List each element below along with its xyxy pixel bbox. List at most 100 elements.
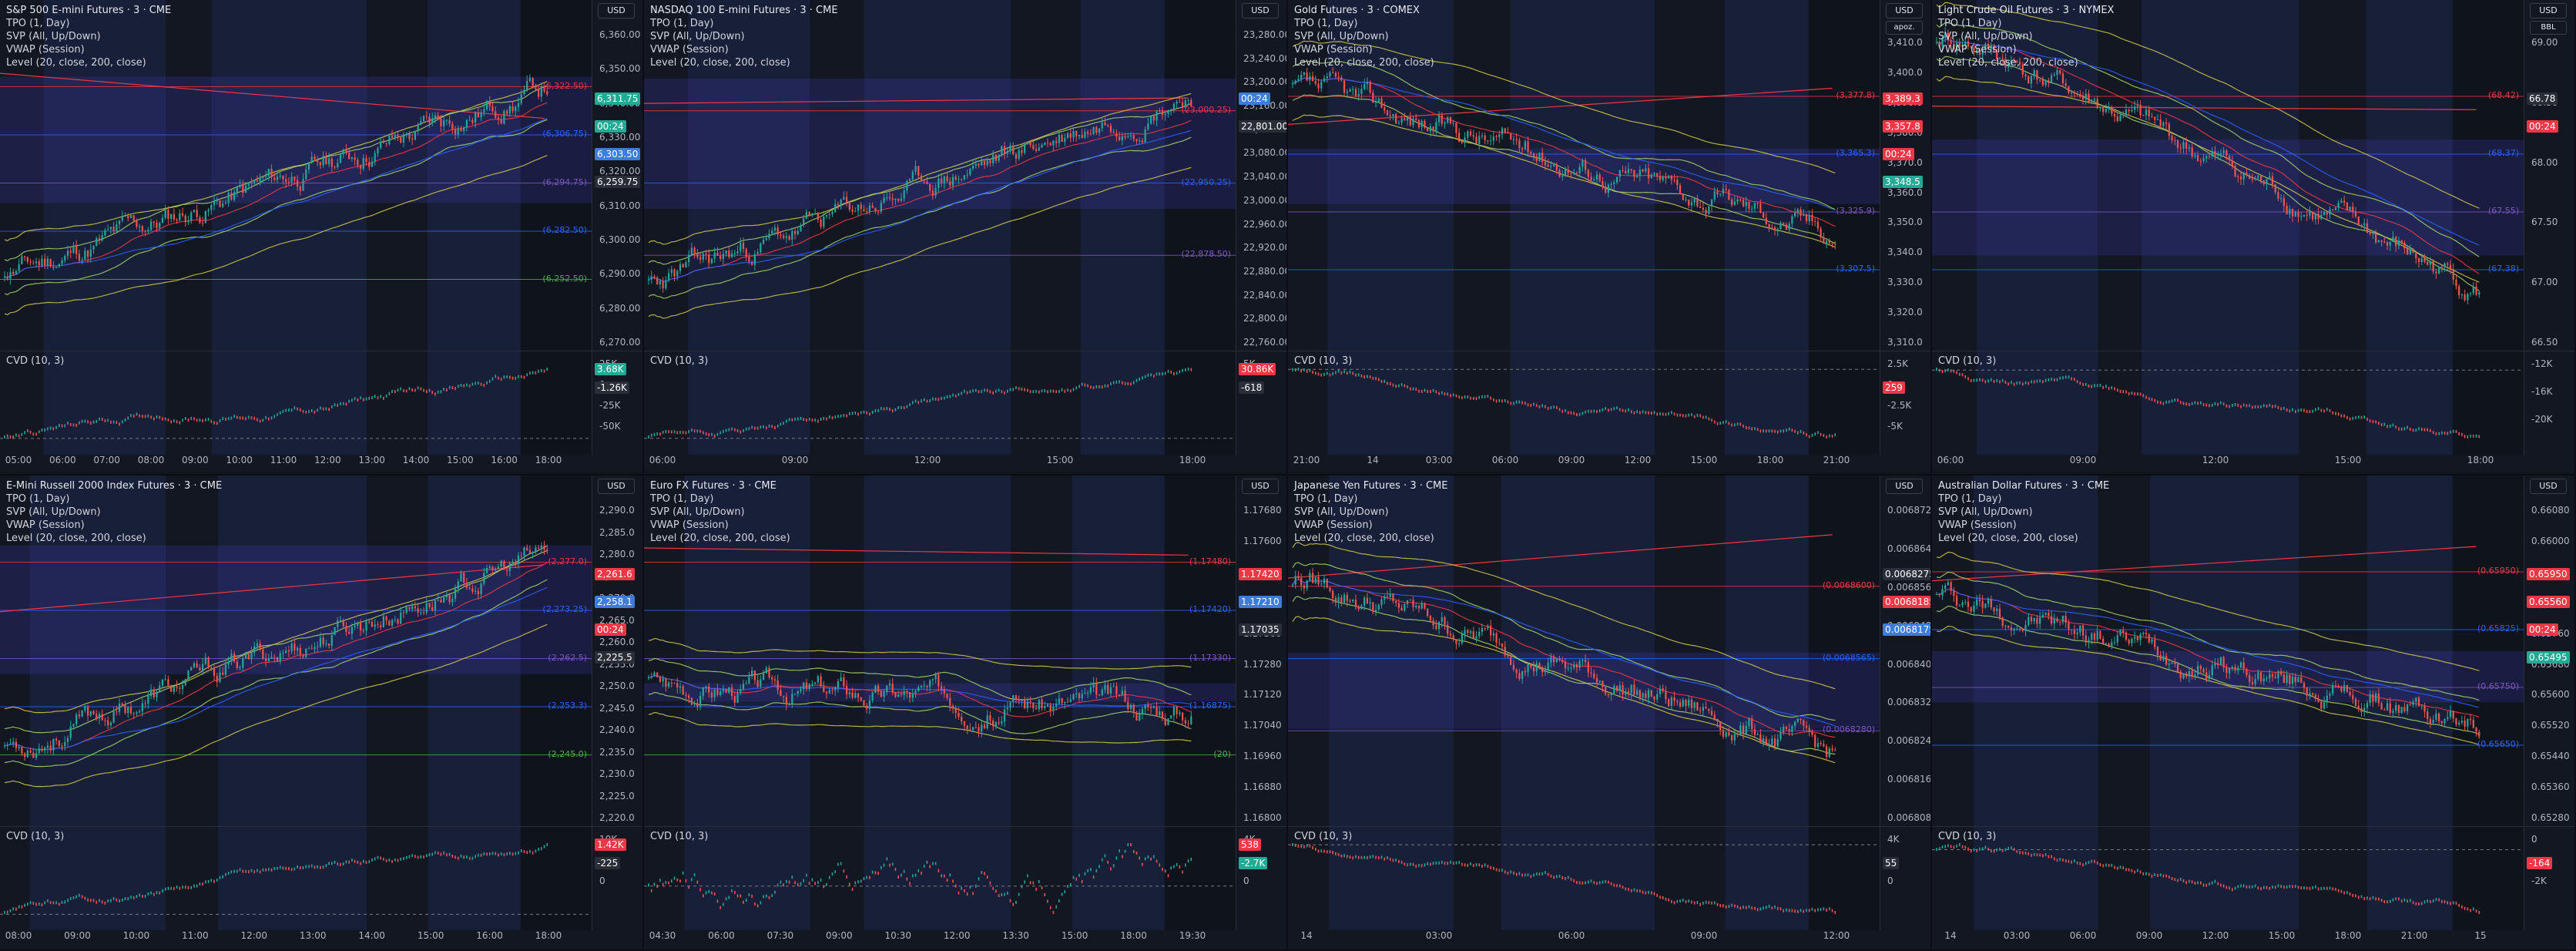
candle-body[interactable] (1541, 668, 1544, 673)
candle-body[interactable] (1668, 176, 1670, 179)
candle-body[interactable] (1630, 169, 1632, 170)
candle-body[interactable] (783, 235, 785, 238)
candle-body[interactable] (2159, 119, 2162, 126)
candle-body[interactable] (290, 176, 293, 183)
chart-panel[interactable]: (2,277.0) (2,273.25) (2,262.5) (2,253.3) (2,… (0, 476, 644, 951)
candle-body[interactable] (1561, 660, 1564, 663)
candle-body[interactable] (751, 670, 753, 677)
candle-body[interactable] (1783, 222, 1785, 225)
candle-body[interactable] (1377, 604, 1380, 610)
candle-body[interactable] (451, 123, 454, 129)
candle-body[interactable] (1092, 682, 1095, 687)
candle-body[interactable] (1630, 684, 1632, 694)
candle-body[interactable] (1380, 599, 1383, 605)
candle-body[interactable] (1095, 682, 1098, 695)
candle-body[interactable] (2449, 711, 2452, 717)
candle-body[interactable] (1955, 42, 1958, 50)
candle-body[interactable] (84, 706, 86, 711)
candle-body[interactable] (156, 223, 158, 228)
candle-body[interactable] (382, 616, 384, 628)
candle-body[interactable] (1938, 593, 1940, 596)
candle-body[interactable] (667, 273, 670, 281)
candle-body[interactable] (2085, 93, 2087, 99)
candle-body[interactable] (2377, 694, 2380, 704)
candle-body[interactable] (1435, 122, 1437, 132)
pane-separator[interactable] (0, 826, 642, 827)
candle-body[interactable] (2458, 722, 2460, 725)
candle-body[interactable] (1636, 175, 1639, 177)
candle-body[interactable] (2125, 632, 2128, 640)
candle-body[interactable] (1538, 663, 1541, 669)
candle-body[interactable] (1699, 206, 1702, 208)
candle-body[interactable] (299, 647, 301, 655)
candle-body[interactable] (377, 148, 379, 153)
candle-body[interactable] (1081, 134, 1083, 138)
candle-body[interactable] (659, 281, 662, 284)
candle-body[interactable] (2289, 674, 2291, 684)
candle-body[interactable] (1688, 699, 1690, 707)
candle-body[interactable] (736, 692, 739, 703)
candle-body[interactable] (2343, 200, 2346, 203)
candle-body[interactable] (1400, 118, 1403, 123)
candle-body[interactable] (1622, 685, 1624, 695)
indicator-legend-svp[interactable]: SVP (All, Up/Down) (1294, 31, 1389, 42)
candle-body[interactable] (75, 245, 78, 254)
candle-body[interactable] (1078, 134, 1081, 136)
candle-body[interactable] (1386, 110, 1389, 116)
candle-body[interactable] (351, 157, 354, 160)
candle-body[interactable] (1159, 711, 1161, 716)
candle-body[interactable] (61, 745, 63, 747)
candle-body[interactable] (2068, 623, 2070, 630)
candle-body[interactable] (474, 113, 477, 123)
candle-body[interactable] (1831, 748, 1833, 751)
candle-body[interactable] (505, 570, 508, 571)
candle-body[interactable] (201, 664, 204, 671)
candle-body[interactable] (2254, 679, 2256, 684)
candle-body[interactable] (2306, 214, 2308, 216)
candle-body[interactable] (1478, 136, 1481, 144)
candle-body[interactable] (2257, 672, 2259, 680)
candle-body[interactable] (917, 166, 920, 176)
candle-body[interactable] (1366, 81, 1369, 84)
chart-panel[interactable]: (23,000.25) (22,950.25) (22,878.50) NASDAQ … (644, 0, 1288, 476)
candle-body[interactable] (1170, 715, 1172, 719)
candle-body[interactable] (1107, 684, 1109, 694)
candle-body[interactable] (2323, 212, 2326, 215)
candle-body[interactable] (2289, 209, 2291, 215)
candle-body[interactable] (857, 204, 860, 211)
candle-body[interactable] (1828, 240, 1830, 244)
candle-body[interactable] (2332, 685, 2334, 694)
candle-body[interactable] (21, 256, 23, 264)
candle-body[interactable] (121, 216, 123, 221)
candle-body[interactable] (1615, 686, 1618, 691)
candle-body[interactable] (222, 203, 224, 207)
candle-body[interactable] (508, 563, 511, 571)
candle-body[interactable] (1095, 126, 1098, 133)
candle-body[interactable] (52, 266, 55, 268)
candle-body[interactable] (1981, 49, 1984, 55)
candle-body[interactable] (1129, 704, 1132, 710)
candle-body[interactable] (1690, 202, 1693, 206)
candle-body[interactable] (1938, 42, 1940, 47)
candle-body[interactable] (1161, 110, 1164, 116)
candle-body[interactable] (667, 682, 670, 687)
candle-body[interactable] (2231, 160, 2233, 166)
candle-body[interactable] (929, 183, 931, 191)
candle-body[interactable] (1343, 594, 1346, 603)
candle-body[interactable] (1705, 209, 1707, 214)
candle-body[interactable] (124, 216, 126, 217)
candle-body[interactable] (2420, 705, 2423, 707)
candle-body[interactable] (319, 637, 322, 647)
price-plot[interactable] (1932, 0, 2576, 476)
candle-body[interactable] (520, 94, 522, 104)
candle-body[interactable] (2269, 176, 2271, 180)
candle-body[interactable] (1032, 145, 1035, 150)
candle-body[interactable] (1461, 633, 1463, 644)
candle-body[interactable] (334, 166, 336, 168)
indicator-legend-cvd[interactable]: CVD (10, 3) (650, 355, 709, 367)
candle-body[interactable] (1573, 664, 1575, 668)
candle-body[interactable] (943, 176, 945, 183)
candle-body[interactable] (2239, 176, 2242, 180)
candle-body[interactable] (1492, 633, 1494, 636)
candle-body[interactable] (2392, 237, 2394, 242)
